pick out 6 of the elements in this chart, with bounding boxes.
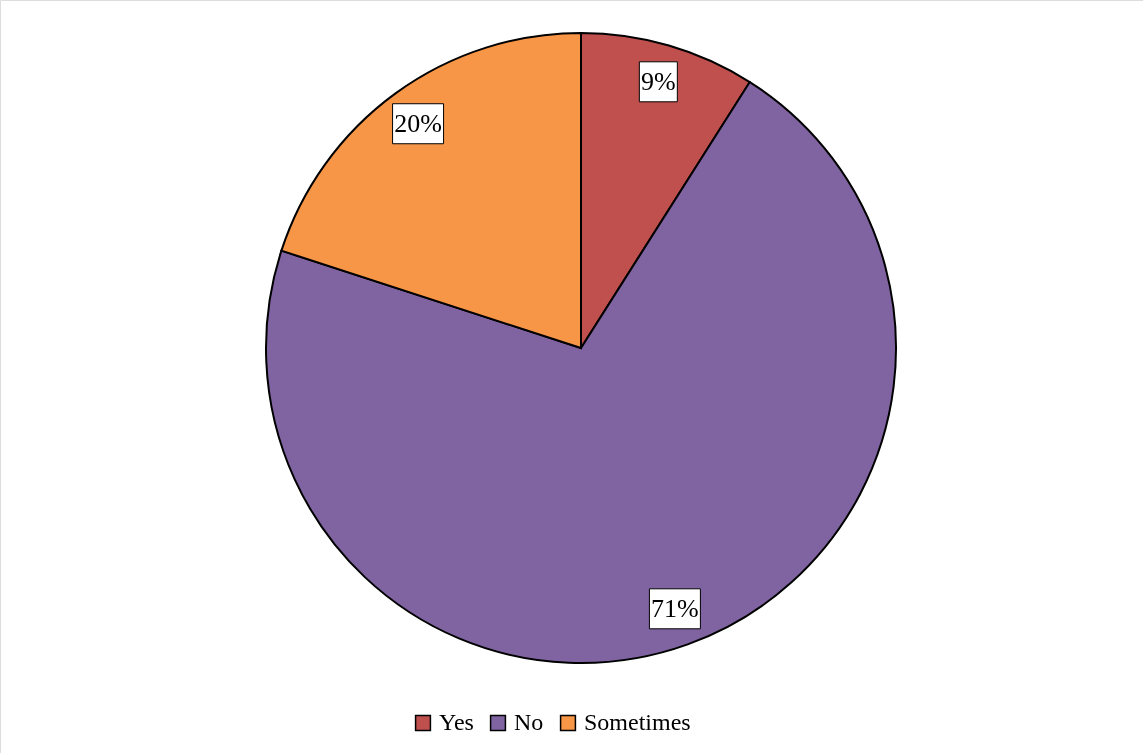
legend-label: Yes xyxy=(439,709,474,735)
data-label: 9% xyxy=(641,66,676,96)
legend-label: Sometimes xyxy=(584,709,691,735)
data-label: 71% xyxy=(651,593,699,623)
data-label: 20% xyxy=(394,108,442,138)
legend-label: No xyxy=(514,709,544,735)
